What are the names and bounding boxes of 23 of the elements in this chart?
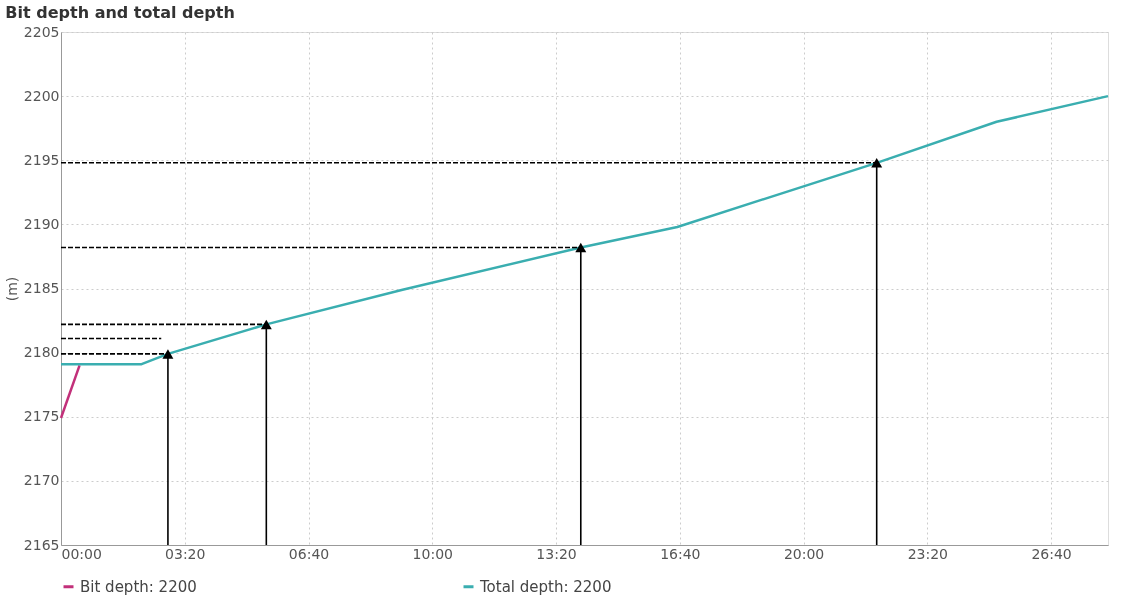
y-tick-label: 2190 (23, 215, 60, 232)
line-series (59, 94, 1110, 366)
y-tick-label: 2175 (23, 408, 60, 425)
y-tick-label: 2170 (23, 472, 60, 489)
x-tick-label: 23:20 (907, 545, 948, 562)
x-tick-label: 16:40 (660, 545, 701, 562)
x-tick-label: 10:00 (412, 545, 453, 562)
x-tick-label: 13:20 (536, 545, 577, 562)
x-tick-label: 00:00 (61, 545, 102, 562)
chart-title: Bit depth and total depth (5, 3, 235, 22)
x-tick-label: 26:40 (1031, 545, 1072, 562)
legend-label: Total depth: 2200 (479, 577, 612, 596)
y-tick-label: 2180 (23, 344, 60, 361)
y-tick-label: 2185 (23, 280, 60, 296)
y-axis-title: (m) (3, 276, 20, 302)
x-tick-label: 03:20 (165, 545, 206, 562)
legend-label: Bit depth: 2200 (80, 577, 197, 596)
x-tick-label: 20:00 (783, 545, 825, 562)
y-tick-label: 2165 (23, 536, 60, 553)
y-tick-label: 2200 (23, 87, 60, 104)
y-tick-label: 2195 (23, 151, 60, 168)
x-tick-label: 06:40 (288, 545, 330, 562)
y-tick-label: 2205 (23, 23, 60, 40)
